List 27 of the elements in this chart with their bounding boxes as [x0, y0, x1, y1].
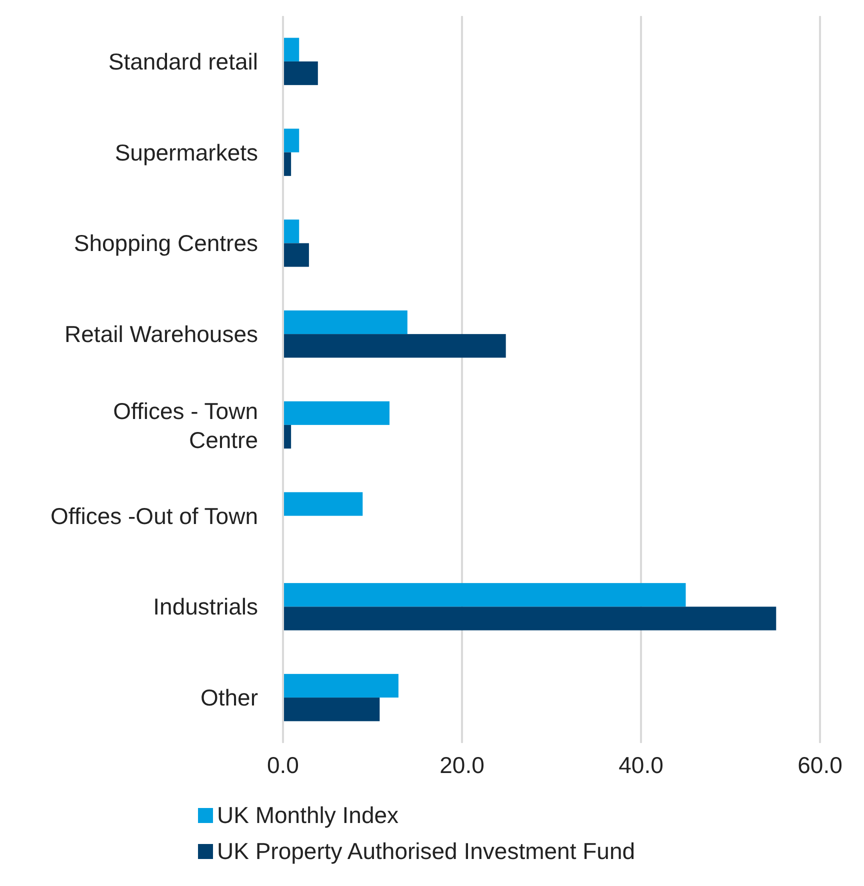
- bar: [283, 61, 318, 86]
- bar: [283, 310, 408, 334]
- x-tick-label: 60.0: [798, 752, 842, 778]
- y-tick-label: Retail Warehouses: [64, 321, 258, 348]
- x-tick-label: 0.0: [267, 752, 299, 778]
- y-tick-label: Offices - Town Centre: [113, 398, 258, 453]
- bar: [283, 401, 390, 425]
- bar: [283, 220, 300, 244]
- legend-label: UK Property Authorised Investment Fund: [217, 838, 636, 864]
- y-tick-label: Supermarkets: [114, 139, 258, 166]
- y-tick-label: Shopping Centres: [74, 230, 258, 256]
- y-tick-label: Industrials: [153, 594, 258, 620]
- bar: [283, 583, 686, 607]
- y-tick-label: Standard retail: [108, 48, 258, 74]
- legend-label: UK Monthly Index: [217, 802, 400, 828]
- bar: [283, 243, 309, 267]
- bar: [283, 492, 363, 516]
- bar: [283, 334, 506, 358]
- y-tick-label: Offices -Out of Town: [50, 502, 258, 529]
- y-tick-label: Other: [200, 684, 258, 711]
- bar: [283, 674, 398, 698]
- bar: [283, 698, 380, 722]
- bar: [283, 38, 300, 62]
- x-tick-label: 40.0: [618, 752, 664, 778]
- bar: [283, 606, 776, 630]
- x-tick-label: 20.0: [440, 752, 484, 778]
- bar: [283, 128, 300, 152]
